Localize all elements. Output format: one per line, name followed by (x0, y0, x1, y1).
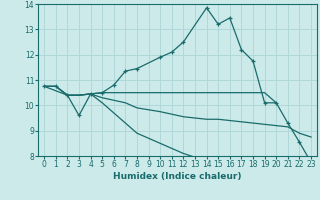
X-axis label: Humidex (Indice chaleur): Humidex (Indice chaleur) (113, 172, 242, 181)
